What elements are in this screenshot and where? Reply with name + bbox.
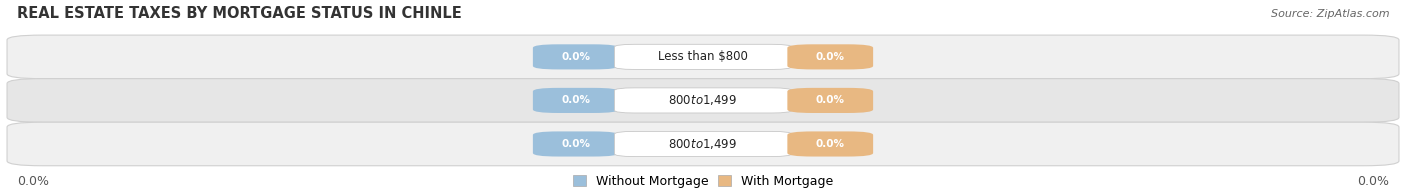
FancyBboxPatch shape [787,44,873,69]
FancyBboxPatch shape [614,131,792,157]
FancyBboxPatch shape [533,88,619,113]
Text: REAL ESTATE TAXES BY MORTGAGE STATUS IN CHINLE: REAL ESTATE TAXES BY MORTGAGE STATUS IN … [17,6,461,21]
FancyBboxPatch shape [614,44,792,69]
FancyBboxPatch shape [533,44,619,69]
FancyBboxPatch shape [7,35,1399,79]
Text: 0.0%: 0.0% [815,139,845,149]
Text: 0.0%: 0.0% [815,95,845,105]
Legend: Without Mortgage, With Mortgage: Without Mortgage, With Mortgage [574,175,832,188]
FancyBboxPatch shape [787,88,873,113]
Text: 0.0%: 0.0% [561,139,591,149]
FancyBboxPatch shape [533,131,619,157]
FancyBboxPatch shape [7,79,1399,122]
Text: 0.0%: 0.0% [17,175,49,188]
FancyBboxPatch shape [787,131,873,157]
Text: 0.0%: 0.0% [561,95,591,105]
Text: $800 to $1,499: $800 to $1,499 [668,137,738,151]
FancyBboxPatch shape [7,122,1399,166]
Text: Source: ZipAtlas.com: Source: ZipAtlas.com [1271,9,1389,19]
FancyBboxPatch shape [614,88,792,113]
Text: 0.0%: 0.0% [815,52,845,62]
Text: $800 to $1,499: $800 to $1,499 [668,93,738,107]
Text: 0.0%: 0.0% [1357,175,1389,188]
Text: Less than $800: Less than $800 [658,50,748,63]
Text: 0.0%: 0.0% [561,52,591,62]
